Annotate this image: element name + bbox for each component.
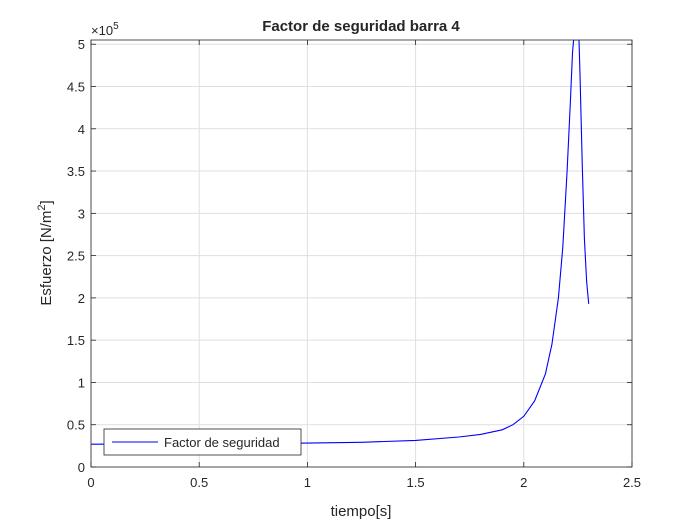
legend-label: Factor de seguridad: [164, 435, 280, 450]
y-tick-label: 3.5: [67, 164, 85, 179]
y-tick-label: 2.5: [67, 249, 85, 264]
plot-background: [91, 40, 632, 467]
y-tick-label: 4.5: [67, 80, 85, 95]
y-tick-label: 1.5: [67, 333, 85, 348]
plot-frame: [90, 39, 633, 468]
y-tick-label: 3: [78, 206, 85, 221]
x-tick-label: 2.5: [623, 475, 641, 490]
chart-title: Factor de seguridad barra 4: [262, 18, 460, 35]
x-tick-label: 2: [520, 475, 527, 490]
legend: Factor de seguridad: [103, 428, 302, 456]
y-tick-label: 1: [78, 375, 85, 390]
y-axis-label: Esfuerzo [N/m2]: [36, 200, 55, 305]
y-tick-label: 0.5: [67, 418, 85, 433]
x-tick-label: 1: [304, 475, 311, 490]
x-tick-label: 0.5: [190, 475, 208, 490]
series-line: [91, 40, 590, 445]
y-tick-label: 0: [78, 460, 85, 475]
y-tick-label: 2: [78, 291, 85, 306]
y-tick-label: 5: [78, 37, 85, 52]
x-tick-label: 0: [87, 475, 94, 490]
x-tick-label: 1.5: [407, 475, 425, 490]
tick-labels: 0 0.5 1 1.5 2 2.5 0 0.5 1 1.5 2 2.5 3 3.5 4 4.5 5: [67, 37, 641, 490]
x-axis-label: tiempo[s]: [331, 503, 392, 520]
y-tick-label: 4: [78, 122, 85, 137]
y-exponent-label: ×105: [91, 21, 119, 38]
series-group: [91, 40, 590, 445]
